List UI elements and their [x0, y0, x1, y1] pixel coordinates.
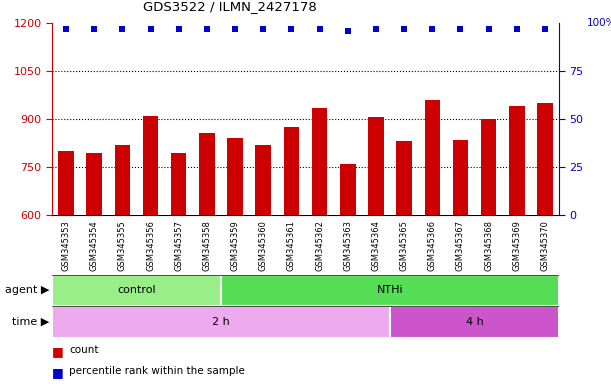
Point — [315, 26, 324, 32]
Point — [540, 26, 550, 32]
Point — [456, 26, 466, 32]
Bar — [312, 108, 327, 215]
Text: time ▶: time ▶ — [12, 317, 49, 327]
Text: GSM345366: GSM345366 — [428, 220, 437, 271]
Bar — [199, 134, 214, 215]
Bar — [537, 103, 553, 215]
Bar — [481, 119, 496, 215]
Point — [512, 26, 522, 32]
Text: 100%: 100% — [587, 18, 611, 28]
Bar — [284, 127, 299, 215]
Text: 2 h: 2 h — [212, 317, 230, 327]
Text: 4 h: 4 h — [466, 317, 483, 327]
Text: GSM345357: GSM345357 — [174, 220, 183, 271]
Text: GSM345358: GSM345358 — [202, 220, 211, 271]
Point — [484, 26, 494, 32]
Point — [230, 26, 240, 32]
Point — [428, 26, 437, 32]
Bar — [171, 152, 186, 215]
Text: GSM345359: GSM345359 — [230, 220, 240, 271]
Text: GSM345367: GSM345367 — [456, 220, 465, 271]
Text: NTHi: NTHi — [377, 285, 403, 295]
Point — [399, 26, 409, 32]
Text: control: control — [117, 285, 156, 295]
Text: GSM345362: GSM345362 — [315, 220, 324, 271]
Text: percentile rank within the sample: percentile rank within the sample — [69, 366, 245, 376]
Text: GSM345364: GSM345364 — [371, 220, 381, 271]
Point — [343, 28, 353, 34]
Point — [287, 26, 296, 32]
Point — [61, 26, 71, 32]
Bar — [509, 106, 525, 215]
Text: GSM345354: GSM345354 — [90, 220, 99, 271]
Point — [258, 26, 268, 32]
Text: GSM345363: GSM345363 — [343, 220, 353, 271]
Text: count: count — [69, 345, 98, 355]
Point — [145, 26, 155, 32]
Text: GSM345360: GSM345360 — [258, 220, 268, 271]
Bar — [340, 164, 356, 215]
Bar — [221, 275, 559, 306]
Point — [371, 26, 381, 32]
Text: GDS3522 / ILMN_2427178: GDS3522 / ILMN_2427178 — [142, 0, 316, 13]
Text: ■: ■ — [52, 366, 64, 379]
Text: GSM345365: GSM345365 — [400, 220, 409, 271]
Bar — [52, 306, 390, 338]
Bar — [52, 275, 221, 306]
Bar — [227, 138, 243, 215]
Bar — [453, 140, 468, 215]
Point — [202, 26, 212, 32]
Bar — [390, 306, 559, 338]
Bar — [425, 100, 440, 215]
Text: GSM345368: GSM345368 — [484, 220, 493, 271]
Bar — [86, 152, 102, 215]
Bar — [397, 141, 412, 215]
Point — [117, 26, 127, 32]
Text: GSM345353: GSM345353 — [62, 220, 70, 271]
Bar — [58, 151, 74, 215]
Text: GSM345355: GSM345355 — [118, 220, 127, 271]
Text: GSM345370: GSM345370 — [541, 220, 549, 271]
Bar — [255, 145, 271, 215]
Text: GSM345356: GSM345356 — [146, 220, 155, 271]
Text: agent ▶: agent ▶ — [4, 285, 49, 295]
Point — [174, 26, 184, 32]
Bar — [368, 118, 384, 215]
Text: GSM345369: GSM345369 — [512, 220, 521, 271]
Bar — [115, 145, 130, 215]
Text: GSM345361: GSM345361 — [287, 220, 296, 271]
Point — [89, 26, 99, 32]
Bar — [143, 116, 158, 215]
Text: ■: ■ — [52, 345, 64, 358]
